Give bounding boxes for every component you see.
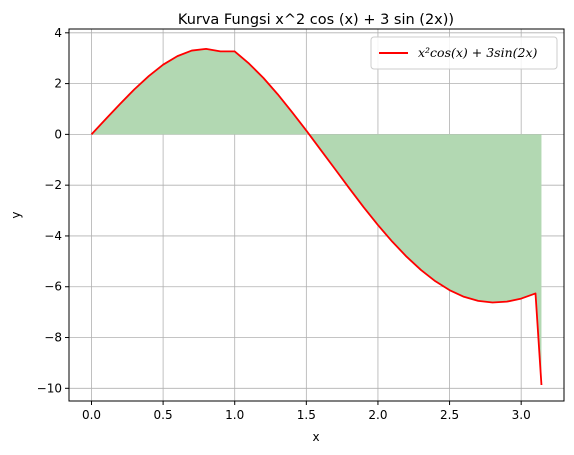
y-tick-label: −4	[44, 229, 62, 243]
series-line	[90, 47, 543, 386]
legend-box	[370, 36, 558, 70]
y-tick-label: −2	[44, 178, 62, 192]
chart-title: Kurva Fungsi x^2 cos (x) + 3 sin (2x))	[178, 12, 454, 28]
x-tick-label: 3.0	[512, 408, 531, 422]
x-axis-ticks: 0.0 0.5 1.0 1.5 2.0 2.5 3.0	[82, 401, 531, 422]
y-tick-label: 0	[54, 127, 62, 141]
plot-frame	[68, 28, 565, 402]
x-axis-label: x	[312, 430, 319, 444]
x-tick-label: 2.5	[440, 408, 459, 422]
fill-region	[91, 48, 542, 385]
y-tick-label: 2	[54, 77, 62, 91]
x-tick-label: 1.0	[225, 408, 244, 422]
y-tick-label: 4	[54, 26, 62, 40]
y-tick-label: −8	[44, 331, 62, 345]
x-tick-label: 2.0	[368, 408, 387, 422]
series-lines	[90, 47, 543, 386]
y-tick-label: −6	[44, 280, 62, 294]
x-tick-label: 0.5	[154, 408, 173, 422]
legend: x²cos(x) + 3sin(2x)	[370, 36, 558, 70]
x-tick-label: 1.5	[297, 408, 316, 422]
legend-label: x²cos(x) + 3sin(2x)	[418, 45, 538, 60]
fill-area	[91, 48, 542, 385]
y-axis-label: y	[9, 211, 23, 218]
x-tick-label: 0.0	[82, 408, 101, 422]
y-tick-label: −10	[37, 381, 62, 395]
y-axis-ticks: 4 2 0 −2 −4 −6 −8 −10	[37, 26, 69, 395]
